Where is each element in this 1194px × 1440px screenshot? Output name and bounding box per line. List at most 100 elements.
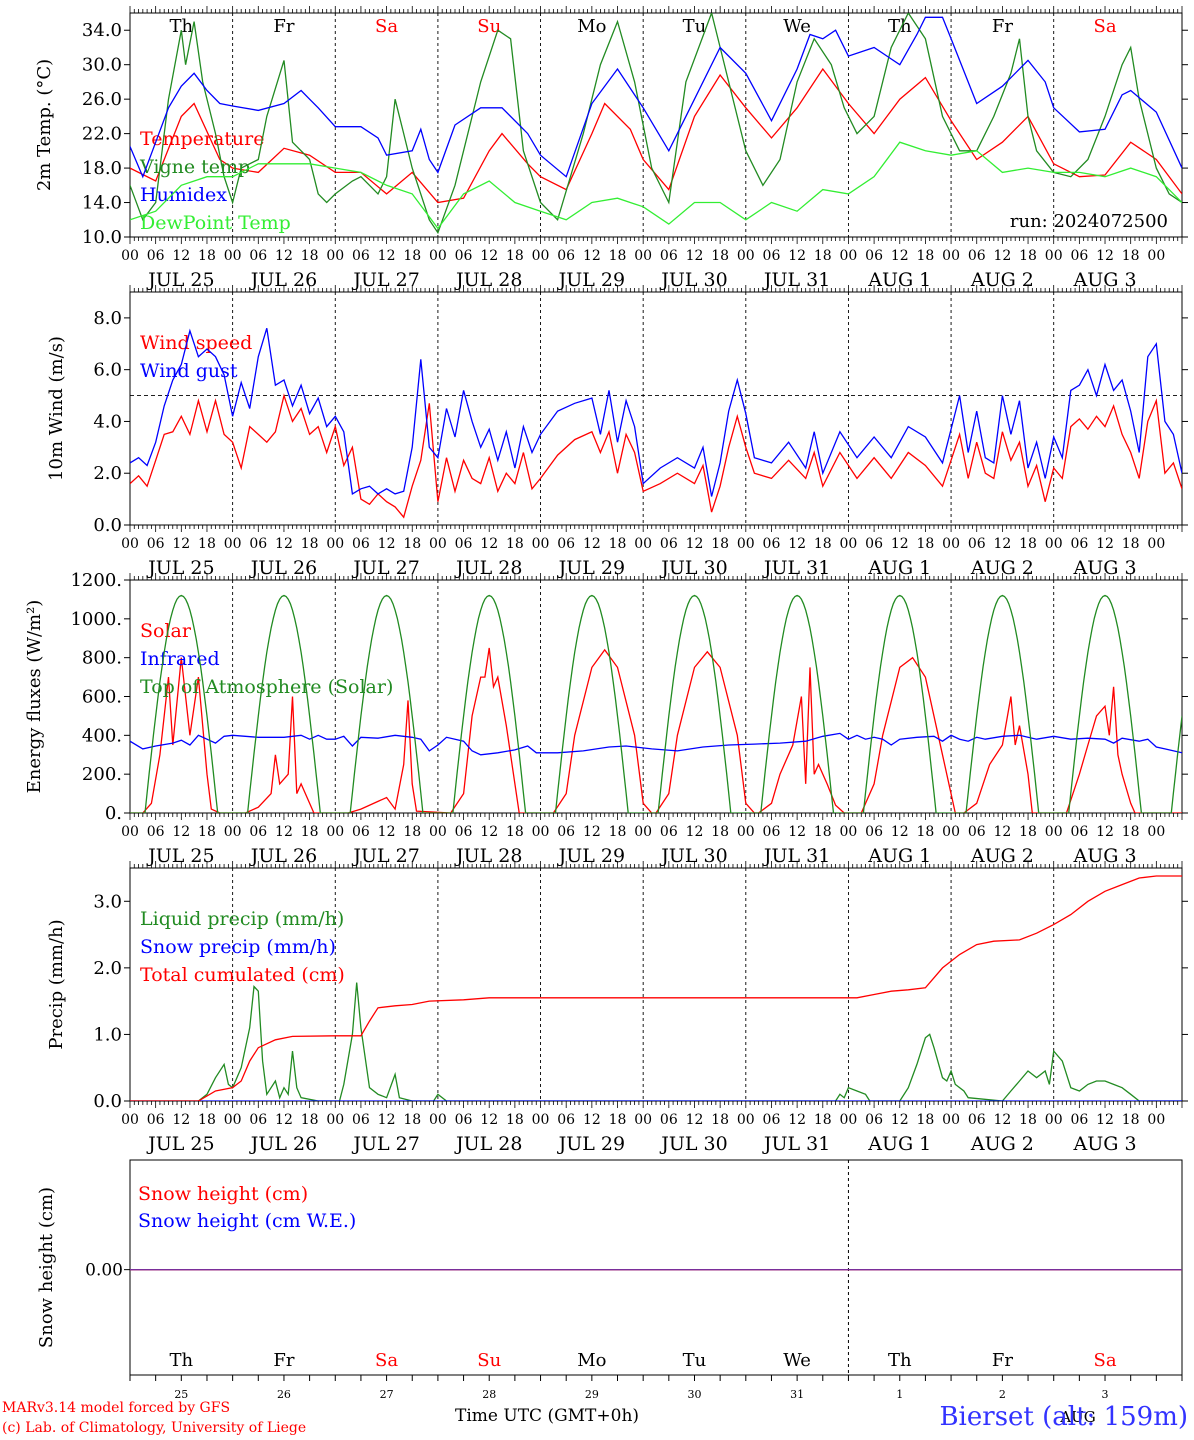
series-solar (130, 647, 1182, 813)
x-hour-label: 00 (121, 824, 139, 840)
x-hour-label: 06 (763, 1112, 781, 1128)
x-hour-label: 00 (532, 1112, 550, 1128)
x-hour-label: 00 (634, 248, 652, 264)
y-axis-label: Energy fluxes (W/m²) (24, 600, 45, 794)
day-name: Mo (577, 16, 606, 37)
x-hour-label: 18 (917, 248, 935, 264)
x-hour-label: 12 (993, 248, 1011, 264)
x-hour-label: 06 (865, 536, 883, 552)
x-hour-label: 06 (249, 248, 267, 264)
x-hour-label: 06 (763, 536, 781, 552)
y-axis-label: Snow height (cm) (36, 1187, 57, 1348)
x-hour-label: 06 (557, 536, 575, 552)
x-axis-title: Time UTC (GMT+0h) (455, 1406, 640, 1426)
y-tick-label: 0.0 (93, 515, 122, 536)
x-hour-label: 00 (1045, 536, 1063, 552)
plot-frame (129, 1159, 1183, 1376)
x-hour-label: 12 (1096, 1112, 1114, 1128)
x-hour-label: 18 (506, 536, 524, 552)
x-date-label: AUG 2 (970, 269, 1034, 291)
x-date-label: AUG 3 (1073, 845, 1137, 867)
x-date-label: JUL 27 (351, 1133, 419, 1155)
day-name: Sa (375, 1350, 398, 1371)
x-hour-label: 06 (147, 1112, 165, 1128)
x-hour-label: 00 (429, 536, 447, 552)
x-hour-label: 00 (326, 824, 344, 840)
x-hour-label: 12 (172, 248, 190, 264)
x-hour-label: 18 (1122, 824, 1140, 840)
y-tick-label: 0.00 (85, 1261, 123, 1281)
y-tick-label: 200. (82, 764, 122, 785)
y-tick-label: 4.0 (93, 411, 122, 432)
x-hour-label: 18 (1019, 536, 1037, 552)
x-hour-label: 06 (147, 536, 165, 552)
day-name: Th (888, 1350, 912, 1371)
day-number: 30 (687, 1388, 701, 1401)
x-hour-label: 12 (1096, 248, 1114, 264)
x-hour-label: 06 (249, 824, 267, 840)
x-hour-label: 18 (301, 1112, 319, 1128)
x-hour-label: 00 (942, 824, 960, 840)
x-hour-label: 12 (583, 536, 601, 552)
y-tick-label: 2.0 (93, 463, 122, 484)
series-wind-speed (130, 393, 1182, 519)
y-axis-label: Precip (mm/h) (46, 919, 67, 1049)
y-tick-label: 1000. (70, 609, 122, 630)
x-hour-label: 00 (840, 824, 858, 840)
day-number: 25 (174, 1388, 188, 1401)
series-wind-gust (130, 328, 1182, 497)
x-hour-label: 00 (429, 824, 447, 840)
legend-entry: Temperature (140, 128, 264, 150)
x-hour-label: 12 (891, 1112, 909, 1128)
day-name: Sa (1093, 16, 1116, 37)
x-hour-label: 06 (968, 248, 986, 264)
day-number: 1 (896, 1388, 903, 1401)
x-date-label: JUL 25 (146, 845, 214, 867)
x-hour-label: 12 (480, 824, 498, 840)
x-hour-label: 06 (1070, 248, 1088, 264)
x-hour-label: 12 (891, 824, 909, 840)
x-hour-label: 00 (942, 248, 960, 264)
x-hour-label: 00 (942, 1112, 960, 1128)
x-hour-label: 18 (609, 824, 627, 840)
x-hour-label: 00 (224, 824, 242, 840)
x-hour-label: 12 (172, 1112, 190, 1128)
x-date-label: JUL 28 (454, 269, 522, 291)
x-hour-label: 18 (917, 536, 935, 552)
day-number: 29 (585, 1388, 599, 1401)
x-date-label: JUL 30 (659, 269, 727, 291)
x-hour-label: 06 (660, 824, 678, 840)
y-tick-label: 0.0 (93, 1091, 122, 1112)
x-hour-label: 18 (506, 824, 524, 840)
series-total-cumulated-cm (130, 875, 1182, 1101)
x-hour-label: 06 (557, 248, 575, 264)
x-hour-label: 12 (891, 248, 909, 264)
x-date-label: JUL 29 (557, 845, 625, 867)
series-top-of-atmosphere-solar (130, 594, 1182, 813)
day-name: Fr (273, 16, 294, 37)
x-hour-label: 06 (557, 824, 575, 840)
x-hour-label: 00 (224, 536, 242, 552)
x-hour-label: 12 (1096, 824, 1114, 840)
x-date-label: JUL 27 (351, 845, 419, 867)
legend-entry: Top of Atmosphere (Solar) (140, 676, 393, 698)
x-date-label: JUL 28 (454, 557, 522, 579)
x-hour-label: 18 (1019, 824, 1037, 840)
x-date-label: AUG 2 (970, 557, 1034, 579)
x-hour-label: 06 (968, 824, 986, 840)
x-hour-label: 18 (301, 824, 319, 840)
x-hour-label: 18 (403, 536, 421, 552)
legend-entry: Wind gust (140, 360, 238, 382)
x-hour-label: 06 (249, 536, 267, 552)
x-hour-label: 18 (609, 536, 627, 552)
x-hour-label: 12 (378, 536, 396, 552)
x-hour-label: 12 (275, 1112, 293, 1128)
y-tick-label: 2.0 (93, 958, 122, 979)
legend-entry: Snow height (cm W.E.) (138, 1210, 356, 1232)
day-name: Sa (375, 16, 398, 37)
x-hour-label: 12 (686, 824, 704, 840)
x-hour-label: 18 (506, 1112, 524, 1128)
y-tick-label: 30.0 (82, 55, 122, 76)
legend-entry: Total cumulated (cm) (140, 964, 345, 986)
y-axis-label: 10m Wind (m/s) (46, 336, 67, 481)
